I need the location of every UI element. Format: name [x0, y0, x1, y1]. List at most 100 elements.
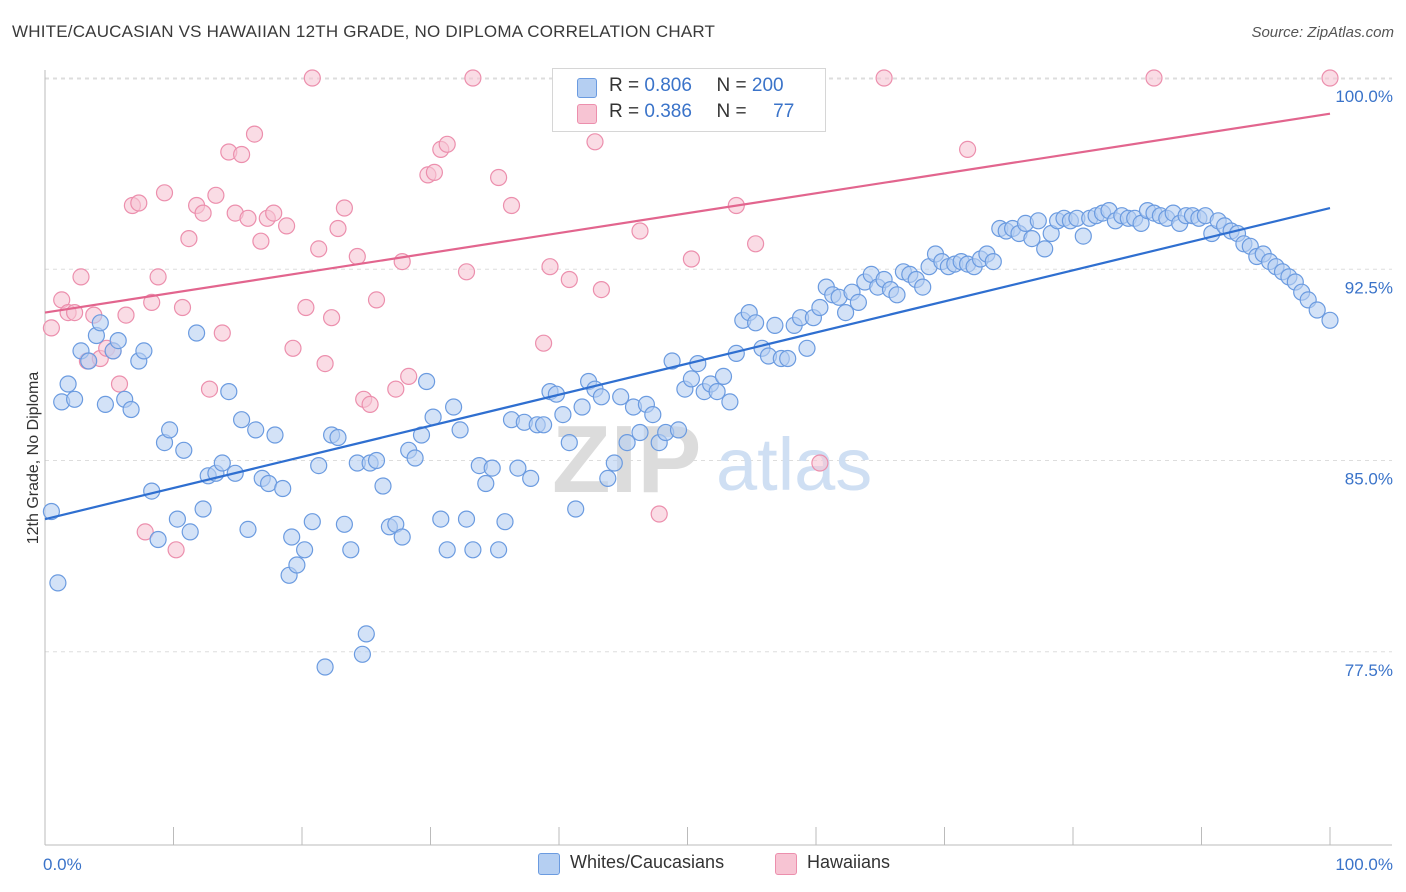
- hawaiians-point: [464, 69, 482, 87]
- hawaiians-point: [323, 309, 341, 327]
- y-tick-label: 100.0%: [1335, 87, 1393, 106]
- hawaiians-point: [194, 204, 212, 222]
- whites-point: [689, 355, 707, 373]
- whites-point: [175, 441, 193, 459]
- whites-point: [490, 541, 508, 559]
- hawaiians-point: [200, 380, 219, 398]
- n-label: N =: [716, 75, 747, 96]
- whites-point: [109, 332, 127, 350]
- hawaiians-point: [42, 319, 61, 337]
- hawaiians-point: [490, 168, 508, 187]
- source-label: Source: ZipAtlas.com: [1251, 24, 1394, 41]
- n-label: N =: [716, 101, 747, 122]
- whites-trend-line: [44, 206, 1331, 521]
- whites-point: [310, 457, 328, 475]
- whites-point: [438, 541, 456, 559]
- whites-point: [811, 298, 829, 317]
- hawaiians-point: [303, 69, 321, 87]
- y-tick-label: 92.5%: [1345, 278, 1393, 297]
- hawaiians-point: [155, 184, 174, 202]
- hawaiians-point: [252, 232, 270, 250]
- whites-point: [188, 324, 206, 342]
- whites-point: [239, 520, 257, 539]
- hawaiians-point: [180, 230, 198, 248]
- legend-label-hawaiians: Hawaiians: [807, 852, 891, 872]
- whites-point: [49, 574, 67, 592]
- hawaiians-point: [348, 247, 366, 266]
- hawaiians-point: [310, 240, 328, 258]
- hawaiians-point: [560, 270, 578, 289]
- whites-point: [464, 541, 482, 559]
- whites-point: [592, 388, 611, 406]
- hawaiians-point: [110, 375, 129, 393]
- whites-point: [599, 469, 617, 487]
- whites-point: [1029, 212, 1047, 230]
- whites-point: [91, 314, 109, 332]
- whites-point: [451, 421, 469, 439]
- hawaiians-point: [167, 541, 185, 559]
- whites-point: [213, 454, 231, 472]
- hawaiians-point: [541, 258, 559, 276]
- whites-point: [573, 398, 591, 416]
- hawaiians-point: [387, 380, 405, 398]
- whites-point: [149, 530, 167, 549]
- whites-point: [663, 352, 681, 370]
- whites-point: [42, 502, 61, 521]
- grid-lines: [45, 77, 1392, 653]
- whites-point: [342, 541, 360, 559]
- whites-point: [509, 459, 527, 477]
- whites-point: [329, 428, 347, 447]
- whites-point: [1321, 311, 1339, 329]
- hawaiians-point: [316, 355, 334, 373]
- axes: [44, 70, 1392, 846]
- whites-point: [283, 528, 301, 546]
- whites-point: [418, 372, 436, 391]
- hawaiians-point: [592, 281, 611, 299]
- hawaiians-point: [284, 339, 302, 357]
- whites-point: [849, 293, 868, 311]
- pink-swatch-icon: [775, 853, 797, 875]
- whites-point: [708, 383, 726, 401]
- whites-point: [424, 408, 442, 426]
- hawaiians-point: [1321, 69, 1339, 87]
- whites-point: [631, 423, 649, 442]
- whites-point: [1074, 227, 1092, 245]
- whites-point: [682, 370, 701, 388]
- whites-point: [798, 339, 816, 357]
- whites-point: [168, 510, 186, 528]
- whites-point: [233, 411, 251, 429]
- y-axis-label: 12th Grade, No Diploma: [25, 372, 42, 545]
- whites-point: [477, 474, 495, 493]
- hawaiians-point: [682, 250, 701, 268]
- r-value: 0.806: [644, 75, 692, 96]
- blue-swatch-icon: [577, 78, 597, 98]
- hawaiians-point: [650, 505, 668, 523]
- whites-point: [194, 500, 212, 518]
- hawaiians-point: [534, 334, 553, 352]
- hawaiians-point: [502, 196, 521, 215]
- x-tick-label: 0.0%: [43, 855, 82, 874]
- hawaiians-point: [136, 523, 154, 541]
- whites-point: [914, 278, 932, 296]
- r-label: R =: [609, 101, 640, 122]
- whites-point: [534, 416, 553, 434]
- whites-point: [984, 253, 1002, 271]
- hawaiians-point: [335, 199, 353, 217]
- hawaiians-point: [586, 133, 604, 151]
- whites-point: [888, 286, 906, 304]
- hawaiians-point: [958, 140, 977, 158]
- whites-point: [554, 406, 572, 424]
- whites-point: [1308, 301, 1326, 319]
- whites-point: [357, 625, 375, 643]
- hawaiians-point: [149, 268, 167, 286]
- hawaiians-point: [361, 395, 379, 413]
- whites-point: [496, 513, 514, 531]
- hawaiians-point: [457, 263, 476, 281]
- whites-point: [432, 510, 450, 528]
- hawaiians-point: [631, 222, 649, 240]
- whites-point: [560, 434, 578, 452]
- pink-swatch-icon: [577, 104, 597, 124]
- hawaiians-point: [207, 186, 225, 204]
- whites-point: [406, 449, 424, 467]
- whites-point: [274, 479, 292, 498]
